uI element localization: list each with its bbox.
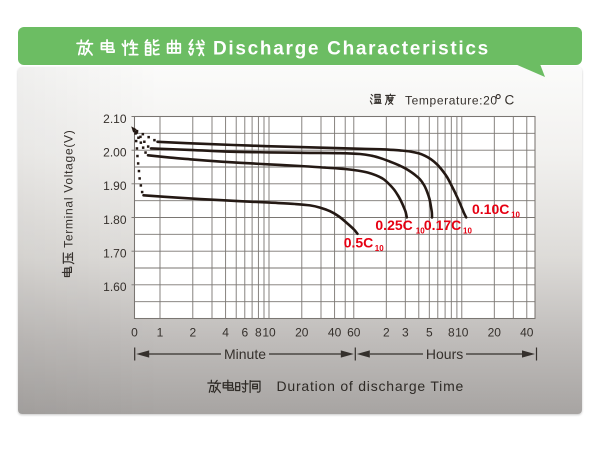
svg-text:6: 6 xyxy=(241,326,248,340)
svg-text:2: 2 xyxy=(383,326,390,340)
svg-text:10: 10 xyxy=(455,326,469,340)
svg-text:3: 3 xyxy=(402,326,409,340)
svg-text:1.90: 1.90 xyxy=(103,179,127,193)
svg-text:20: 20 xyxy=(488,326,502,340)
svg-text:Discharge Characteristics: Discharge Characteristics xyxy=(213,39,490,60)
svg-text:5: 5 xyxy=(426,326,433,340)
svg-text:2: 2 xyxy=(189,326,196,340)
svg-text:2.10: 2.10 xyxy=(103,112,127,126)
svg-text:0.5C: 0.5C xyxy=(344,235,374,251)
svg-text:20: 20 xyxy=(295,326,309,340)
svg-text:Terminal Voltage(V): Terminal Voltage(V) xyxy=(62,129,76,247)
svg-text:C: C xyxy=(505,92,515,107)
svg-text:4: 4 xyxy=(222,326,229,340)
svg-text:Hours: Hours xyxy=(426,346,463,362)
svg-text:10: 10 xyxy=(262,326,276,340)
svg-text:0.10C: 0.10C xyxy=(472,201,509,217)
svg-text:10: 10 xyxy=(463,227,472,236)
svg-text:Temperature:20: Temperature:20 xyxy=(405,93,498,107)
svg-text:0.17C: 0.17C xyxy=(424,217,461,233)
svg-text:10: 10 xyxy=(416,227,425,236)
svg-text:8: 8 xyxy=(255,326,262,340)
svg-text:40: 40 xyxy=(328,326,342,340)
svg-text:10: 10 xyxy=(375,244,384,253)
svg-text:10: 10 xyxy=(511,211,520,220)
svg-text:60: 60 xyxy=(347,326,361,340)
svg-text:Minute: Minute xyxy=(224,346,266,362)
svg-text:1: 1 xyxy=(157,326,164,340)
svg-text:1.70: 1.70 xyxy=(103,247,127,261)
svg-text:Duration of discharge Time: Duration of discharge Time xyxy=(277,378,465,394)
svg-text:1.80: 1.80 xyxy=(103,213,127,227)
svg-text:1.60: 1.60 xyxy=(103,280,127,294)
svg-text:40: 40 xyxy=(520,326,534,340)
svg-text:2.00: 2.00 xyxy=(103,146,127,160)
svg-text:0.25C: 0.25C xyxy=(375,217,412,233)
svg-text:0: 0 xyxy=(131,326,138,340)
svg-text:8: 8 xyxy=(448,326,455,340)
